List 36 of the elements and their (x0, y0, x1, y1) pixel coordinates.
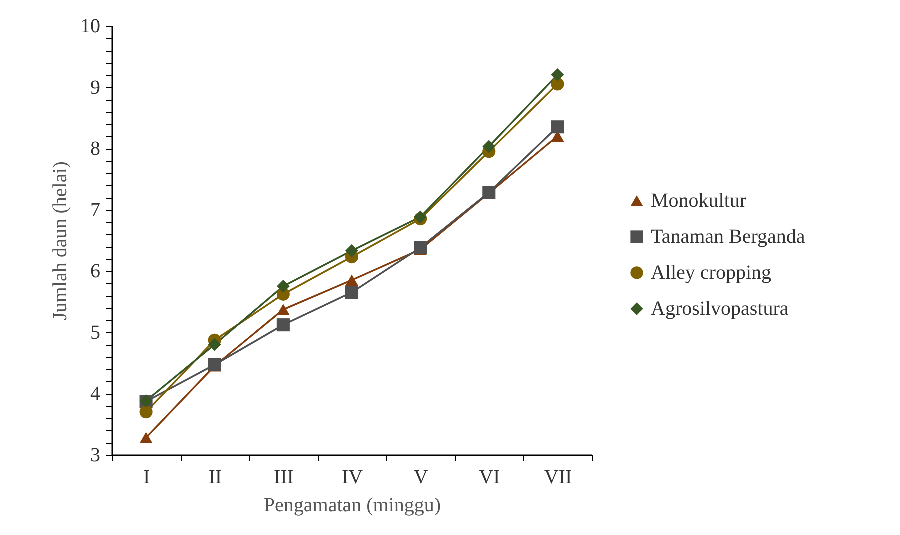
x-tick-label: II (208, 466, 222, 488)
point (551, 68, 564, 82)
point (276, 318, 290, 332)
legend-label: Tanaman Berganda (651, 226, 806, 248)
point (345, 286, 359, 300)
y-axis-title: Jumlah daun (helai) (50, 162, 72, 320)
x-tick-label: IV (342, 466, 364, 488)
point (345, 274, 359, 286)
y-tick-label: 7 (90, 199, 100, 222)
y-tick-label: 6 (90, 260, 100, 283)
x-tick-label: VII (544, 466, 572, 488)
x-tick-label: V (414, 466, 429, 488)
point (482, 140, 496, 154)
y-tick-label: 10 (80, 16, 100, 38)
y-tick-label: 8 (90, 138, 100, 160)
legend-label: Monokultur (651, 190, 747, 212)
point (345, 244, 359, 258)
y-tick-label: 4 (90, 383, 100, 406)
point (140, 432, 153, 444)
legend-label: Alley cropping (651, 262, 772, 284)
y-tick-label: 9 (90, 76, 100, 99)
legend-label: Agrosilvopastura (651, 298, 789, 320)
x-tick-label: III (274, 466, 294, 488)
point (414, 241, 428, 254)
y-tick-label: 5 (90, 322, 100, 344)
point (208, 338, 222, 352)
point (551, 120, 564, 134)
point (140, 406, 153, 419)
point (276, 280, 290, 293)
x-tick-label: VI (479, 466, 500, 488)
x-axis-title: Pengamatan (minggu) (264, 494, 442, 516)
point (276, 304, 290, 316)
x-tick-label: I (143, 466, 150, 488)
y-tick-label: 3 (90, 444, 100, 466)
point (208, 358, 222, 372)
point (551, 78, 564, 91)
